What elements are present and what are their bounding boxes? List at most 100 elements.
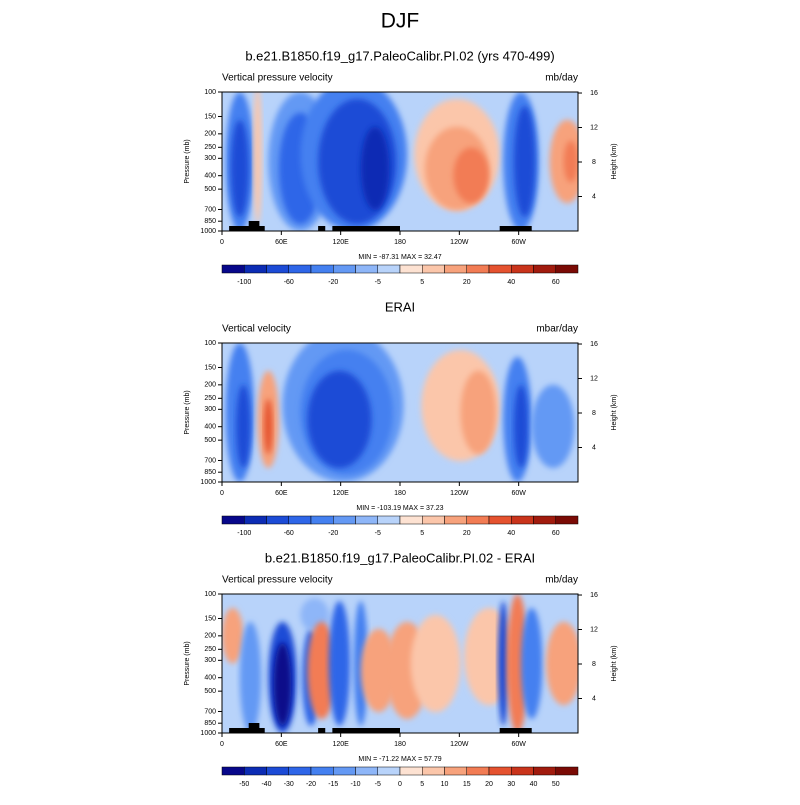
x-tick-label: 60W (511, 741, 526, 748)
stats: MIN = -87.31 MAX = 32.47 (358, 254, 441, 261)
colorbar-label: -20 (328, 530, 338, 537)
x-tick-label: 120E (332, 741, 349, 748)
field (222, 594, 578, 733)
x-tick-label: 180 (394, 490, 406, 497)
y-tick-label: 400 (204, 675, 216, 682)
y2-tick-label: 16 (590, 592, 598, 599)
x-tick-label: 120E (332, 490, 349, 497)
y-tick-label: 300 (204, 657, 216, 664)
y2-tick-label: 8 (592, 661, 596, 668)
colorbar-box (333, 515, 356, 525)
x-tick-label: 0 (220, 741, 224, 748)
x-tick-label: 120E (332, 239, 349, 246)
colorbar-label: 40 (530, 781, 538, 788)
colorbar-label: 20 (463, 530, 471, 537)
colorbar-box (221, 515, 245, 525)
figure-title: DJF (381, 10, 420, 33)
colorbar-label: -60 (284, 530, 294, 537)
colorbar-box (333, 766, 356, 776)
colorbar-label: -5 (375, 530, 381, 537)
field (222, 343, 578, 482)
y-tick-label: 400 (204, 424, 216, 431)
colorbar-box (310, 264, 334, 274)
y-tick-label: 1000 (200, 228, 216, 235)
y-tick-label: 200 (204, 633, 216, 640)
y-tick-label: 200 (204, 382, 216, 389)
y2-tick-label: 12 (590, 375, 598, 382)
contour-region (531, 384, 575, 469)
contour-region (239, 621, 262, 733)
y-tick-label: 200 (204, 131, 216, 138)
colorbar-box (444, 766, 467, 776)
colorbar-box (444, 515, 467, 525)
y-tick-label: 100 (204, 340, 216, 347)
y2-tick-label: 4 (592, 695, 596, 702)
topography (318, 226, 326, 231)
y-tick-label: 850 (204, 218, 216, 225)
colorbar-box (310, 766, 334, 776)
colorbar-box (399, 264, 423, 274)
colorbar-box (466, 515, 490, 525)
colorbar-box (221, 264, 245, 274)
colorbar-box (422, 264, 445, 274)
field (222, 92, 578, 231)
colorbar-label: -40 (261, 781, 271, 788)
y2-axis-label: Height (km) (611, 143, 618, 179)
contour-region (513, 105, 536, 218)
y-tick-label: 850 (204, 469, 216, 476)
y-tick-label: 500 (204, 437, 216, 444)
contour-region (307, 621, 336, 720)
y-tick-label: 300 (204, 406, 216, 413)
topography (229, 226, 262, 231)
colorbar-box (288, 264, 312, 274)
y-tick-label: 700 (204, 206, 216, 213)
colorbar-box (466, 264, 490, 274)
colorbar-box (355, 766, 378, 776)
colorbar-label: 50 (552, 781, 560, 788)
contour-region (460, 370, 497, 455)
y2-tick-label: 16 (590, 341, 598, 348)
variable-label: Vertical pressure velocity (222, 73, 333, 84)
y2-tick-label: 8 (592, 410, 596, 417)
variable-label: Vertical pressure velocity (222, 575, 333, 586)
y-axis-label: Pressure (mb) (184, 390, 191, 434)
y-tick-label: 500 (204, 186, 216, 193)
panel-title: ERAI (385, 299, 415, 314)
colorbar-label: 0 (398, 781, 402, 788)
contour-region (513, 384, 529, 469)
y-tick-label: 100 (204, 591, 216, 598)
colorbar-box (288, 766, 312, 776)
colorbar-box (511, 264, 534, 274)
colorbar-box (533, 766, 556, 776)
colorbar-box (310, 515, 334, 525)
y2-axis-label: Height (km) (611, 394, 618, 430)
colorbar-box (244, 766, 267, 776)
x-tick-label: 60E (275, 741, 288, 748)
y2-tick-label: 4 (592, 444, 596, 451)
colorbar-box (333, 264, 356, 274)
topography (332, 226, 400, 231)
colorbar-box (511, 766, 534, 776)
contour-region (360, 628, 397, 713)
x-tick-label: 180 (394, 239, 406, 246)
colorbar-box (422, 515, 445, 525)
colorbar-box (555, 264, 579, 274)
y-tick-label: 100 (204, 89, 216, 96)
y-tick-label: 1000 (200, 730, 216, 737)
topography (248, 723, 260, 733)
x-tick-label: 0 (220, 239, 224, 246)
contour-region (264, 398, 273, 455)
contour-region (545, 621, 578, 706)
y2-tick-label: 12 (590, 124, 598, 131)
colorbar-box (266, 766, 289, 776)
contour-region (328, 600, 351, 727)
x-tick-label: 60W (511, 490, 526, 497)
colorbar-label: 10 (441, 781, 449, 788)
colorbar-box (266, 515, 289, 525)
topography (318, 728, 326, 733)
y2-tick-label: 12 (590, 626, 598, 633)
colorbar-label: 40 (507, 279, 515, 286)
y-tick-label: 250 (204, 144, 216, 151)
colorbar-box (488, 264, 512, 274)
colorbar-box (422, 766, 445, 776)
